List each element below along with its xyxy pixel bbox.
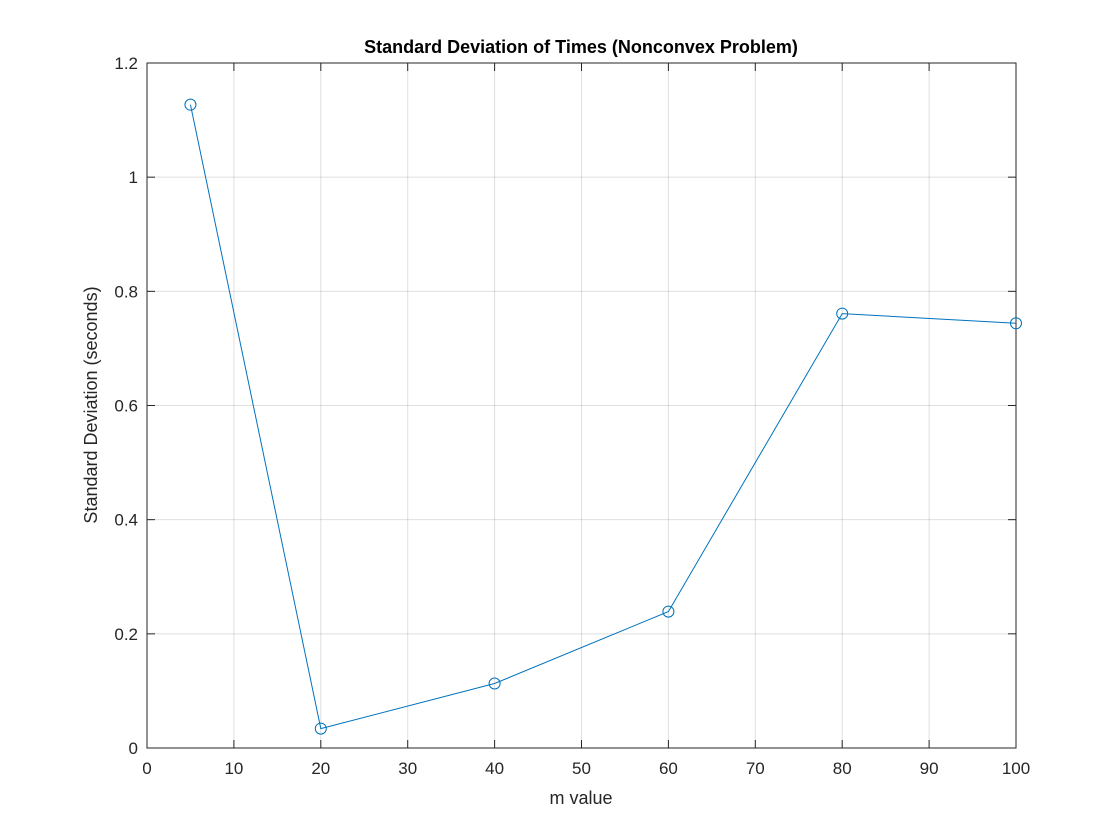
plot-area bbox=[147, 63, 1016, 748]
x-tick-label: 80 bbox=[833, 759, 852, 778]
y-tick-label: 0 bbox=[129, 739, 138, 758]
data-point bbox=[314, 722, 327, 735]
chart-title: Standard Deviation of Times (Nonconvex P… bbox=[364, 37, 798, 57]
x-tick-label: 30 bbox=[398, 759, 417, 778]
y-tick-label: 1.2 bbox=[114, 54, 138, 73]
ticks: 0 10 20 30 40 50 60 70 80 90 100 0 0.2 0.4 0.6 0.8 1 1.2 bbox=[114, 54, 1030, 778]
series bbox=[184, 98, 1022, 735]
y-tick-label: 0.2 bbox=[114, 625, 138, 644]
y-tick-label: 0.4 bbox=[114, 511, 138, 530]
x-tick-label: 70 bbox=[746, 759, 765, 778]
data-point bbox=[662, 605, 675, 618]
x-tick-label: 20 bbox=[311, 759, 330, 778]
y-tick-label: 0.8 bbox=[114, 282, 138, 301]
data-point bbox=[184, 98, 197, 111]
x-tick-label: 90 bbox=[920, 759, 939, 778]
series-line bbox=[189, 104, 1017, 730]
x-tick-label: 0 bbox=[142, 759, 151, 778]
x-tick-label: 10 bbox=[224, 759, 243, 778]
y-axis-label: Standard Deviation (seconds) bbox=[81, 286, 101, 523]
data-point bbox=[1010, 317, 1022, 330]
x-tick-label: 100 bbox=[1002, 759, 1030, 778]
x-tick-label: 60 bbox=[659, 759, 678, 778]
x-tick-label: 40 bbox=[485, 759, 504, 778]
x-axis-label: m value bbox=[549, 788, 612, 808]
y-tick-label: 0.6 bbox=[114, 397, 138, 416]
y-tick-label: 1 bbox=[129, 168, 138, 187]
data-point bbox=[488, 677, 501, 690]
x-tick-label: 50 bbox=[572, 759, 591, 778]
data-point bbox=[836, 307, 849, 320]
